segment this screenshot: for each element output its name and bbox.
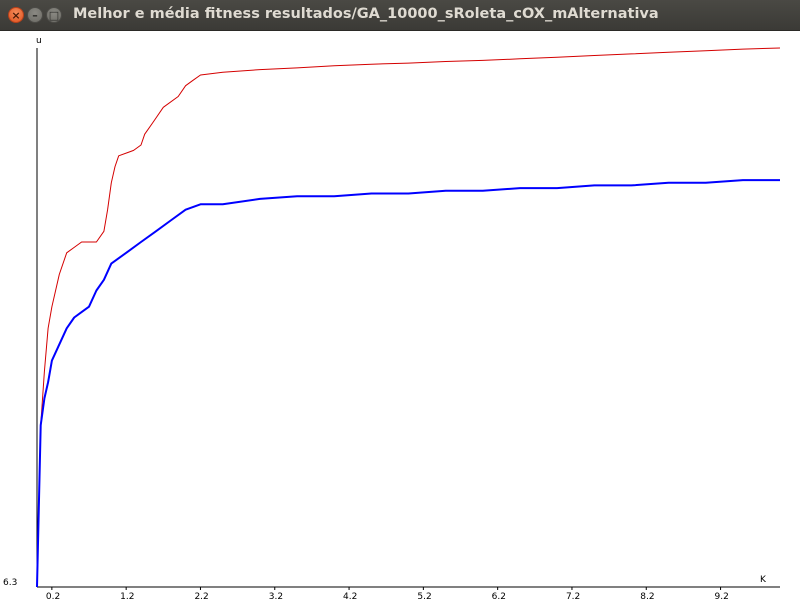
- fitness-chart: u K 6.3 0.2 1.2 2.2 3.2 4.2 5.2 6.2 7.2 8.2 9.2: [0, 31, 800, 600]
- x-tick-label: 6.2: [492, 592, 506, 600]
- series-line-0: [36, 47, 781, 588]
- x-axis-label: K: [760, 575, 767, 585]
- x-tick-label: 2.2: [194, 592, 208, 600]
- plot-background: [0, 31, 800, 600]
- maximize-icon[interactable]: □: [46, 7, 62, 23]
- x-tick-label: 4.2: [343, 592, 357, 600]
- x-tick-label: 0.2: [46, 592, 60, 600]
- x-tick-label: 9.2: [715, 592, 729, 600]
- series-group: [36, 47, 781, 588]
- series-line-1: [36, 179, 780, 588]
- x-tick-label: 1.2: [120, 592, 134, 600]
- x-tick-label: 5.2: [417, 592, 431, 600]
- close-icon[interactable]: ×: [8, 7, 24, 23]
- title-bar: × – □ Melhor e média fitness resultados/…: [0, 0, 800, 31]
- x-tick-label: 7.2: [566, 592, 580, 600]
- y-min-label: 6.3: [3, 578, 17, 588]
- minimize-icon[interactable]: –: [27, 7, 43, 23]
- y-axis-label: u: [36, 36, 42, 46]
- x-tick-label: 8.2: [640, 592, 654, 600]
- x-tick-label: 3.2: [269, 592, 283, 600]
- x-tick-group: 0.2 1.2 2.2 3.2 4.2 5.2 6.2 7.2 8.2 9.2: [46, 587, 729, 600]
- window-title: Melhor e média fitness resultados/GA_100…: [73, 6, 659, 22]
